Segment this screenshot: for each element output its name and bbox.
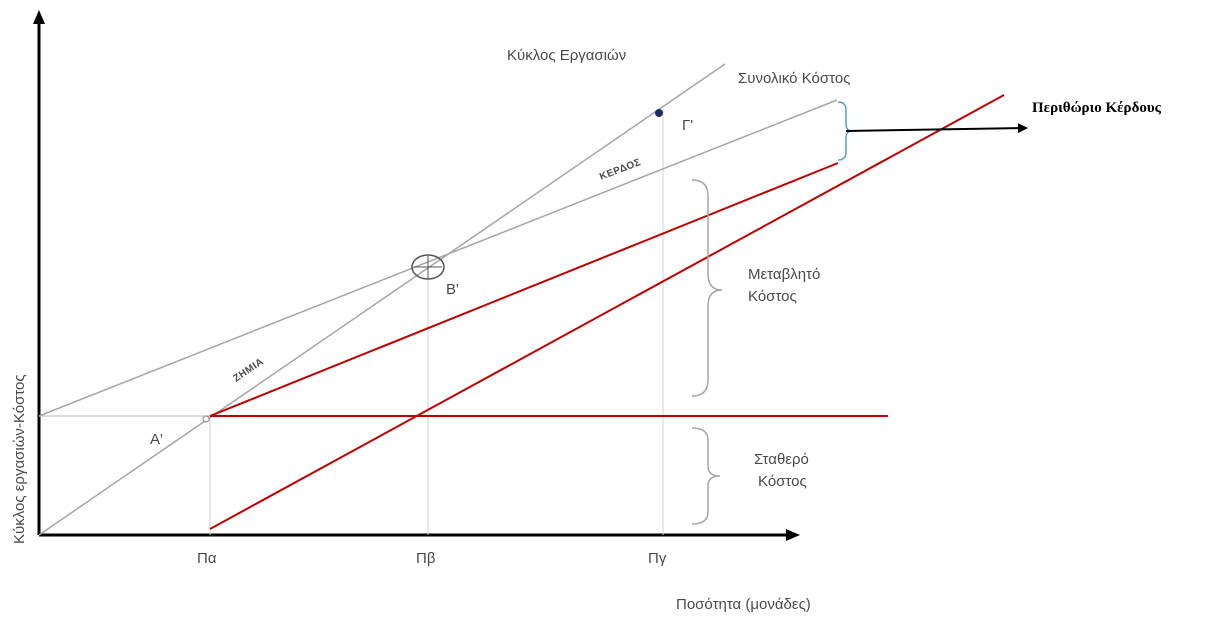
- revenue-line-label: Κύκλος Εργασιών: [507, 47, 626, 64]
- total-cost-line-label: Συνολικό Κόστος: [738, 70, 850, 87]
- point-a-label: Α': [150, 431, 163, 448]
- tick-pc-label: Πγ: [648, 550, 667, 567]
- red-revenue-line: [209, 94, 1005, 530]
- profit-margin-label: Περιθώριο Κέρδους: [1032, 100, 1162, 116]
- y-axis-label: Κύκλος εργασιών-Κόστος: [11, 374, 28, 544]
- point-c-label: Γ': [682, 117, 693, 134]
- profit-margin-arrow: [845, 123, 1028, 134]
- x-axis-arrow-icon: [786, 529, 800, 541]
- variable-cost-label-line2: Κόστος: [748, 288, 797, 305]
- y-axis-arrow-icon: [33, 10, 45, 24]
- loss-zone-label: ΖΗΜΙΑ: [232, 356, 266, 384]
- x-axis-label: Ποσότητα (μονάδες): [676, 596, 811, 613]
- point-c-marker: [655, 109, 663, 117]
- point-a-marker: [202, 415, 210, 423]
- variable-cost-brace: [691, 179, 723, 397]
- fixed-cost-label-line2: Κόστος: [758, 473, 807, 490]
- revenue-line: [38, 63, 726, 536]
- variable-cost-label-line1: Μεταβλητό: [748, 266, 820, 283]
- fixed-cost-brace: [691, 427, 721, 525]
- tick-pa-label: Πα: [197, 550, 217, 567]
- tick-pb-label: Πβ: [416, 550, 436, 567]
- fixed-cost-label-line1: Σταθερό: [754, 451, 809, 468]
- red-total-cost-line: [209, 162, 839, 417]
- point-b-label: Β': [446, 281, 459, 298]
- break-even-marker: [411, 254, 445, 280]
